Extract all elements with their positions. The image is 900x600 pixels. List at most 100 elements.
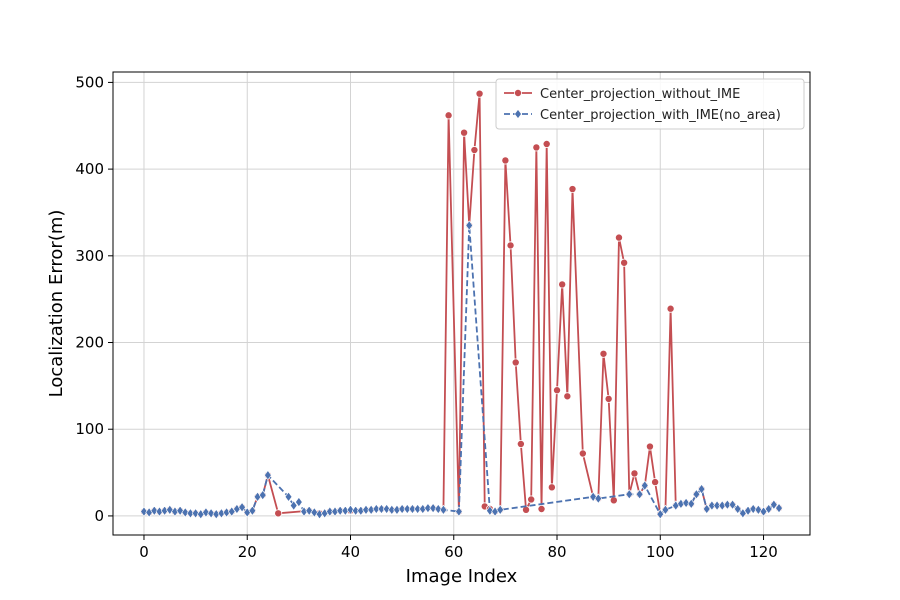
data-point	[542, 139, 551, 148]
data-point	[532, 143, 541, 152]
x-tick-label: 60	[444, 543, 463, 561]
data-point	[692, 489, 701, 500]
data-point	[460, 128, 469, 137]
data-point	[424, 503, 432, 514]
data-point	[248, 505, 257, 516]
data-point	[501, 156, 510, 165]
data-point	[289, 500, 298, 511]
data-point	[563, 392, 572, 401]
data-point	[186, 508, 195, 519]
data-point	[398, 503, 406, 515]
data-point	[764, 503, 773, 515]
data-point	[589, 491, 597, 502]
legend-item: Center_projection_with_IME(no_area)	[504, 108, 781, 123]
data-point	[553, 386, 562, 395]
y-tick-label: 400	[75, 160, 104, 178]
data-point	[537, 504, 546, 513]
data-point	[635, 489, 644, 500]
data-point	[656, 509, 665, 520]
legend-label: Center_projection_without_IME	[540, 87, 740, 102]
data-point	[377, 503, 386, 515]
data-point	[336, 505, 344, 516]
data-point	[326, 506, 334, 517]
data-point	[713, 500, 721, 511]
data-point	[372, 503, 381, 515]
x-tick-label: 120	[749, 543, 778, 561]
data-point	[346, 504, 355, 515]
data-point	[527, 495, 536, 504]
legend-marker	[514, 108, 522, 120]
x-tick-label: 0	[139, 543, 149, 561]
legend-marker	[514, 89, 523, 98]
x-tick-label: 20	[238, 543, 257, 561]
legend-box	[495, 78, 805, 130]
data-point	[191, 508, 200, 519]
data-point	[651, 478, 660, 487]
data-point	[614, 233, 623, 242]
data-point	[547, 483, 556, 492]
data-point	[770, 499, 778, 510]
data-point	[362, 504, 370, 515]
data-point	[620, 258, 629, 267]
data-point	[599, 349, 608, 358]
x-tick-label: 40	[341, 543, 360, 561]
data-point	[475, 89, 484, 98]
y-tick-label: 300	[75, 247, 104, 265]
ticks: 0 20 40 60 80 100 120 0 100 200 300 400 500	[75, 73, 777, 561]
data-point	[511, 358, 520, 367]
data-point	[444, 111, 453, 120]
data-point	[594, 493, 603, 504]
data-point	[506, 241, 515, 250]
data-point	[140, 506, 148, 517]
data-point	[207, 508, 215, 519]
data-point	[310, 507, 319, 518]
data-point	[645, 442, 654, 451]
data-point	[733, 503, 742, 515]
data-point	[455, 506, 463, 517]
data-point	[439, 504, 448, 515]
data-point	[775, 503, 783, 514]
data-point	[702, 503, 711, 515]
series-layer	[139, 89, 784, 520]
data-point	[687, 498, 696, 509]
data-point	[176, 505, 184, 516]
data-point	[558, 280, 567, 289]
data-point	[166, 504, 174, 515]
data-point	[661, 504, 670, 515]
data-point	[465, 220, 474, 231]
data-point	[723, 499, 732, 510]
y-tick-label: 500	[75, 73, 104, 91]
data-point	[150, 505, 159, 516]
data-point	[408, 503, 417, 515]
y-tick-label: 200	[75, 334, 104, 352]
data-point	[264, 470, 272, 481]
y-tick-label: 100	[75, 420, 104, 438]
data-point	[728, 499, 737, 510]
data-point	[578, 449, 587, 458]
data-point	[382, 503, 391, 515]
data-point	[470, 146, 479, 155]
data-point	[641, 480, 649, 491]
legend-item: Center_projection_without_IME	[504, 87, 740, 102]
data-point	[274, 509, 283, 518]
data-point	[697, 483, 706, 495]
data-point	[181, 507, 190, 518]
data-point	[238, 502, 246, 513]
legend: Center_projection_without_IME Center_proj…	[495, 78, 805, 130]
data-point	[754, 504, 763, 515]
data-point	[413, 503, 422, 515]
data-point	[429, 503, 437, 514]
series-1	[140, 220, 783, 520]
data-point	[708, 500, 716, 511]
data-point	[258, 490, 267, 501]
x-tick-label: 80	[547, 543, 566, 561]
x-tick-label: 100	[646, 543, 675, 561]
data-point	[434, 503, 443, 515]
y-axis-label: Localization Error(m)	[46, 210, 67, 398]
y-tick-label: 0	[94, 507, 104, 525]
data-point	[682, 497, 690, 509]
x-axis-label: Image Index	[406, 566, 518, 587]
data-point	[609, 496, 618, 505]
data-point	[351, 505, 360, 516]
data-point	[388, 504, 396, 515]
